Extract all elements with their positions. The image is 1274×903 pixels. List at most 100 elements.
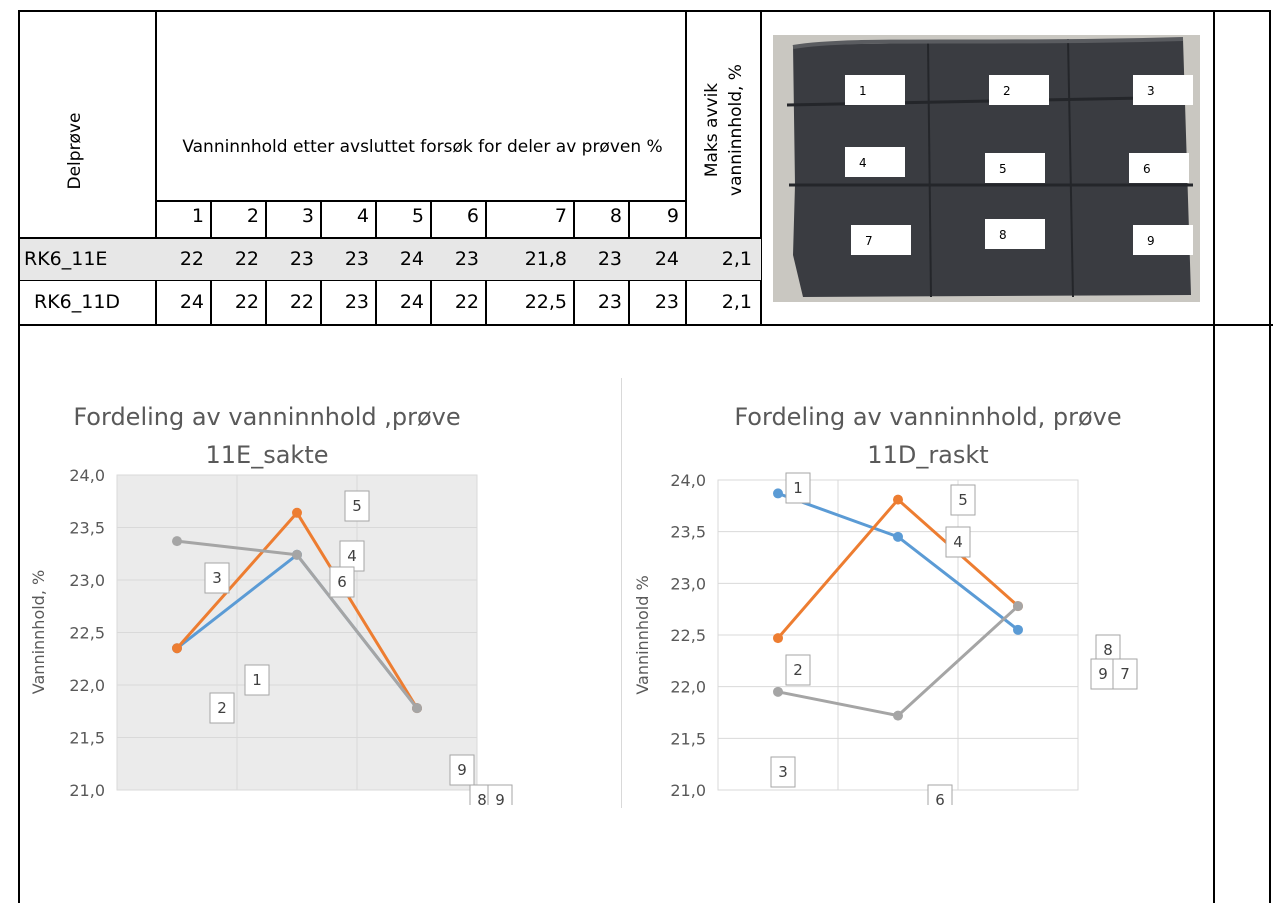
table-cell: 23: [597, 291, 622, 313]
data-label: 1: [252, 671, 262, 689]
header-water-content: Vanninnhold etter avsluttet forsøk for d…: [182, 137, 663, 157]
data-point: [412, 703, 422, 714]
y-tick-label: 22,5: [69, 624, 105, 643]
data-label: 1: [793, 479, 803, 497]
y-tick-label: 21,5: [670, 729, 706, 748]
table-cell: 23: [454, 248, 479, 270]
y-tick-label: 21,0: [69, 781, 105, 800]
row-label: RK6_11D: [34, 291, 121, 313]
data-label-box: [770, 756, 796, 788]
data-point: [773, 686, 783, 697]
photo-label: 9: [1133, 225, 1193, 255]
photo-label-text: 6: [1143, 162, 1151, 176]
table-cell: 22: [289, 291, 314, 313]
y-axis-label: Vanninnhold, %: [29, 570, 48, 694]
header-sample: Delprøve: [65, 112, 85, 190]
table-cell: 23: [654, 291, 679, 313]
chart-title: Fordeling av vanninnhold, prøve: [734, 403, 1121, 431]
chart-11e: 24,0 23,5 23,0 22,5 22,0 21,5 21,0 Fordeling av…: [29, 403, 513, 805]
photo-label-text: 4: [859, 156, 867, 170]
data-label: 4: [953, 533, 963, 551]
photo-label-text: 3: [1147, 84, 1155, 98]
data-label-box: [204, 562, 230, 594]
y-tick-label: 21,5: [69, 729, 105, 748]
data-label-box: [244, 664, 270, 696]
data-point: [172, 643, 182, 654]
data-label-box: [785, 472, 811, 504]
photo-label-text: 1: [859, 84, 867, 98]
page-frame: [18, 10, 1271, 903]
part-number: 7: [554, 205, 567, 227]
part-number: 9: [666, 205, 679, 227]
data-label: 9: [1098, 665, 1108, 683]
chart-11d: 24,0 23,5 23,0 22,5 22,0 21,5 21,0 Fordeling av…: [633, 403, 1138, 805]
header-max-deviation-text: Maks avvik vanninnhold, %: [702, 64, 746, 196]
y-tick-label: 22,0: [670, 678, 706, 697]
data-point: [893, 531, 903, 542]
table-cell: 23: [289, 248, 314, 270]
photo-label: 2: [989, 75, 1049, 105]
data-label: 5: [352, 497, 362, 515]
data-label: 8: [1103, 641, 1113, 659]
photo-label: 1: [845, 75, 905, 105]
data-point: [172, 536, 182, 547]
chart-separator: [621, 378, 622, 808]
table-rule: [157, 200, 687, 202]
part-number: 2: [246, 205, 259, 227]
photo-label-text: 7: [865, 234, 873, 248]
y-tick-label: 23,0: [69, 571, 105, 590]
table-divider: [685, 10, 687, 326]
y-tick-label: 23,5: [69, 519, 105, 538]
table-rule: [18, 280, 762, 281]
y-tick-label: 23,0: [670, 574, 706, 593]
data-label: 8: [477, 791, 487, 805]
table-cell: 23: [344, 291, 369, 313]
table-divider: [1213, 10, 1215, 326]
max-deviation-cell: 2,1: [721, 248, 752, 270]
table-cell: 22: [234, 248, 259, 270]
data-label-box: [950, 484, 976, 516]
part-number: 6: [466, 205, 479, 227]
y-tick-label: 21,0: [670, 781, 706, 800]
chart-title: Fordeling av vanninnhold ,prøve: [73, 403, 460, 431]
photo-label: 7: [851, 225, 911, 255]
table-cell: 22,5: [524, 291, 567, 313]
part-number: 4: [356, 205, 369, 227]
table-cell: 22: [179, 248, 204, 270]
data-label: 6: [935, 791, 945, 805]
table-cell: 23: [597, 248, 622, 270]
sample-photo: 1 2 3 4 5 6 7 8 9: [773, 35, 1200, 302]
y-tick-label: 24,0: [69, 466, 105, 485]
part-number: 8: [609, 205, 622, 227]
part-number: 5: [411, 205, 424, 227]
data-label: 9: [457, 761, 467, 779]
photo-label: 6: [1129, 153, 1189, 183]
data-point: [773, 488, 783, 499]
data-label: 4: [347, 547, 357, 565]
data-label: 7: [1120, 665, 1130, 683]
table-cell: 24: [654, 248, 679, 270]
table-cell: 22: [234, 291, 259, 313]
y-tick-label: 24,0: [670, 471, 706, 490]
photo-label: 3: [1133, 75, 1193, 105]
row-label: RK6_11E: [24, 248, 108, 270]
data-label-box: [785, 654, 811, 686]
y-tick-label: 22,5: [670, 626, 706, 645]
data-label: 3: [212, 569, 222, 587]
y-axis-label: Vanninnhold %: [633, 575, 652, 694]
data-label-box: [344, 490, 370, 522]
table-divider: [760, 10, 762, 326]
data-point: [1013, 601, 1023, 612]
data-label: 2: [793, 661, 803, 679]
max-deviation-cell: 2,1: [721, 291, 752, 313]
photo-label-text: 9: [1147, 234, 1155, 248]
table-cell: 23: [344, 248, 369, 270]
header-max-deviation: Maks avvik vanninnhold, %: [698, 64, 750, 196]
part-number: 1: [191, 205, 204, 227]
data-label-box: [339, 540, 365, 572]
data-point: [292, 549, 302, 560]
table-divider: [1213, 326, 1215, 903]
data-label: 3: [778, 763, 788, 781]
chart-title: 11E_sakte: [206, 441, 329, 469]
table-cell: 24: [179, 291, 204, 313]
